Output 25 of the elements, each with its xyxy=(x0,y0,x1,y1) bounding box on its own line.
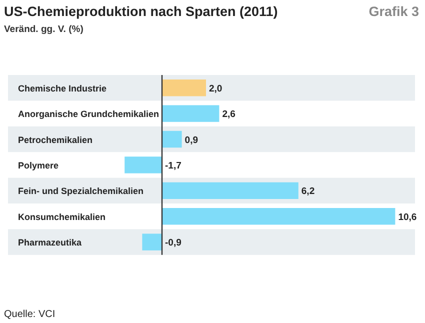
text: Grafik 3 xyxy=(368,4,420,19)
data-label: 2,6 xyxy=(222,109,236,120)
y-tick-label: Polymere xyxy=(18,160,59,170)
y-tick-label: Fein- und Spezialchemikalien xyxy=(18,186,144,196)
y-tick-label: Pharmazeutika xyxy=(18,238,83,248)
bar xyxy=(162,182,298,199)
data-label: 6,2 xyxy=(301,186,315,198)
data-label: 10,6 xyxy=(398,212,417,223)
chart-title: US-Chemieproduktion nach Sparten (2011) xyxy=(4,4,278,19)
bar xyxy=(162,208,396,225)
y-tick-label: Chemische Industrie xyxy=(18,83,107,94)
bar xyxy=(162,80,206,96)
data-label: 0,9 xyxy=(184,134,198,146)
chart-subtitle: Veränd. gg. V. (%) xyxy=(4,24,84,35)
source-note: Quelle: VCI xyxy=(4,309,56,320)
y-tick-label: Anorganische Grundchemikalien xyxy=(18,109,160,120)
bar xyxy=(142,234,162,250)
y-tick-label: Konsumchemikalien xyxy=(18,212,106,222)
bar xyxy=(124,156,162,174)
data-label: -1,7 xyxy=(165,160,182,172)
data-label: 2,0 xyxy=(209,83,222,94)
data-label: -0,9 xyxy=(165,238,182,249)
y-tick-label: Petrochemikalien xyxy=(18,134,93,145)
bar xyxy=(162,105,220,122)
bar xyxy=(162,130,182,148)
